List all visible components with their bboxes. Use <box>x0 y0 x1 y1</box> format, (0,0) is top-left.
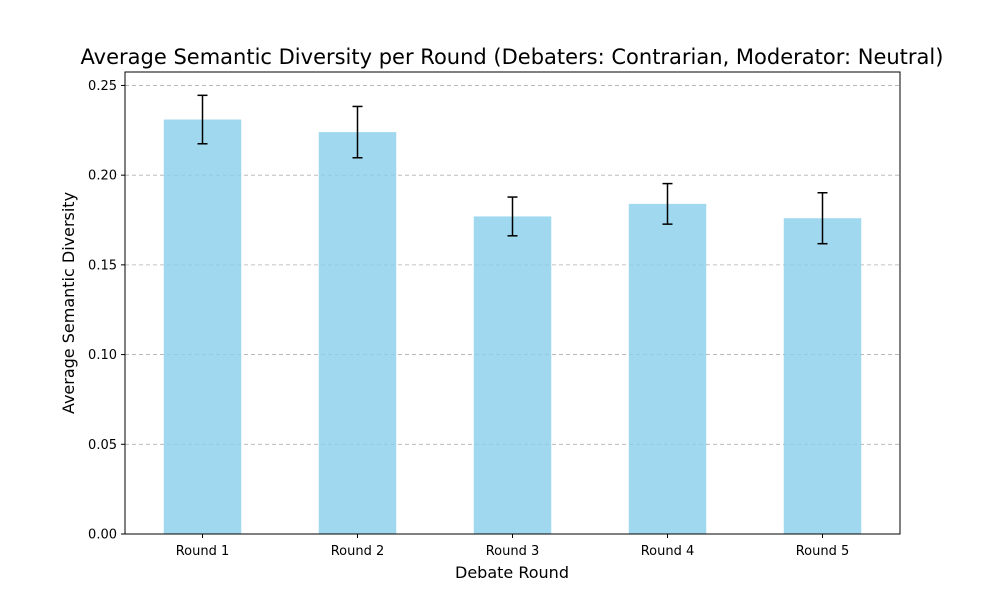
y-tick-label: 0.10 <box>88 348 117 363</box>
x-tick-label: Round 3 <box>486 544 540 559</box>
chart-title: Average Semantic Diversity per Round (De… <box>81 45 944 69</box>
bar <box>473 216 552 534</box>
error-bar-layer <box>197 94 828 245</box>
x-tick-layer: Round 1 Round 2 Round 3 Round 4 Round 5 <box>176 534 850 559</box>
bar <box>318 132 397 534</box>
x-tick-label: Round 4 <box>641 544 695 559</box>
y-tick-label: 0.25 <box>88 79 117 94</box>
bar <box>163 119 242 535</box>
x-axis-label: Debate Round <box>455 563 569 582</box>
x-tick-label: Round 1 <box>176 544 230 559</box>
x-tick-label: Round 5 <box>796 544 850 559</box>
y-tick-label: 0.05 <box>88 438 117 453</box>
bar <box>783 218 862 534</box>
x-tick-label: Round 2 <box>331 544 385 559</box>
y-tick-layer: 0.00 0.05 0.10 0.15 0.20 0.25 <box>88 79 125 543</box>
y-axis-label: Average Semantic Diversity <box>59 192 78 414</box>
bar <box>628 203 707 535</box>
bar-layer <box>163 119 862 535</box>
y-tick-label: 0.20 <box>88 169 117 184</box>
y-tick-label: 0.00 <box>88 528 117 543</box>
y-tick-label: 0.15 <box>88 258 117 273</box>
